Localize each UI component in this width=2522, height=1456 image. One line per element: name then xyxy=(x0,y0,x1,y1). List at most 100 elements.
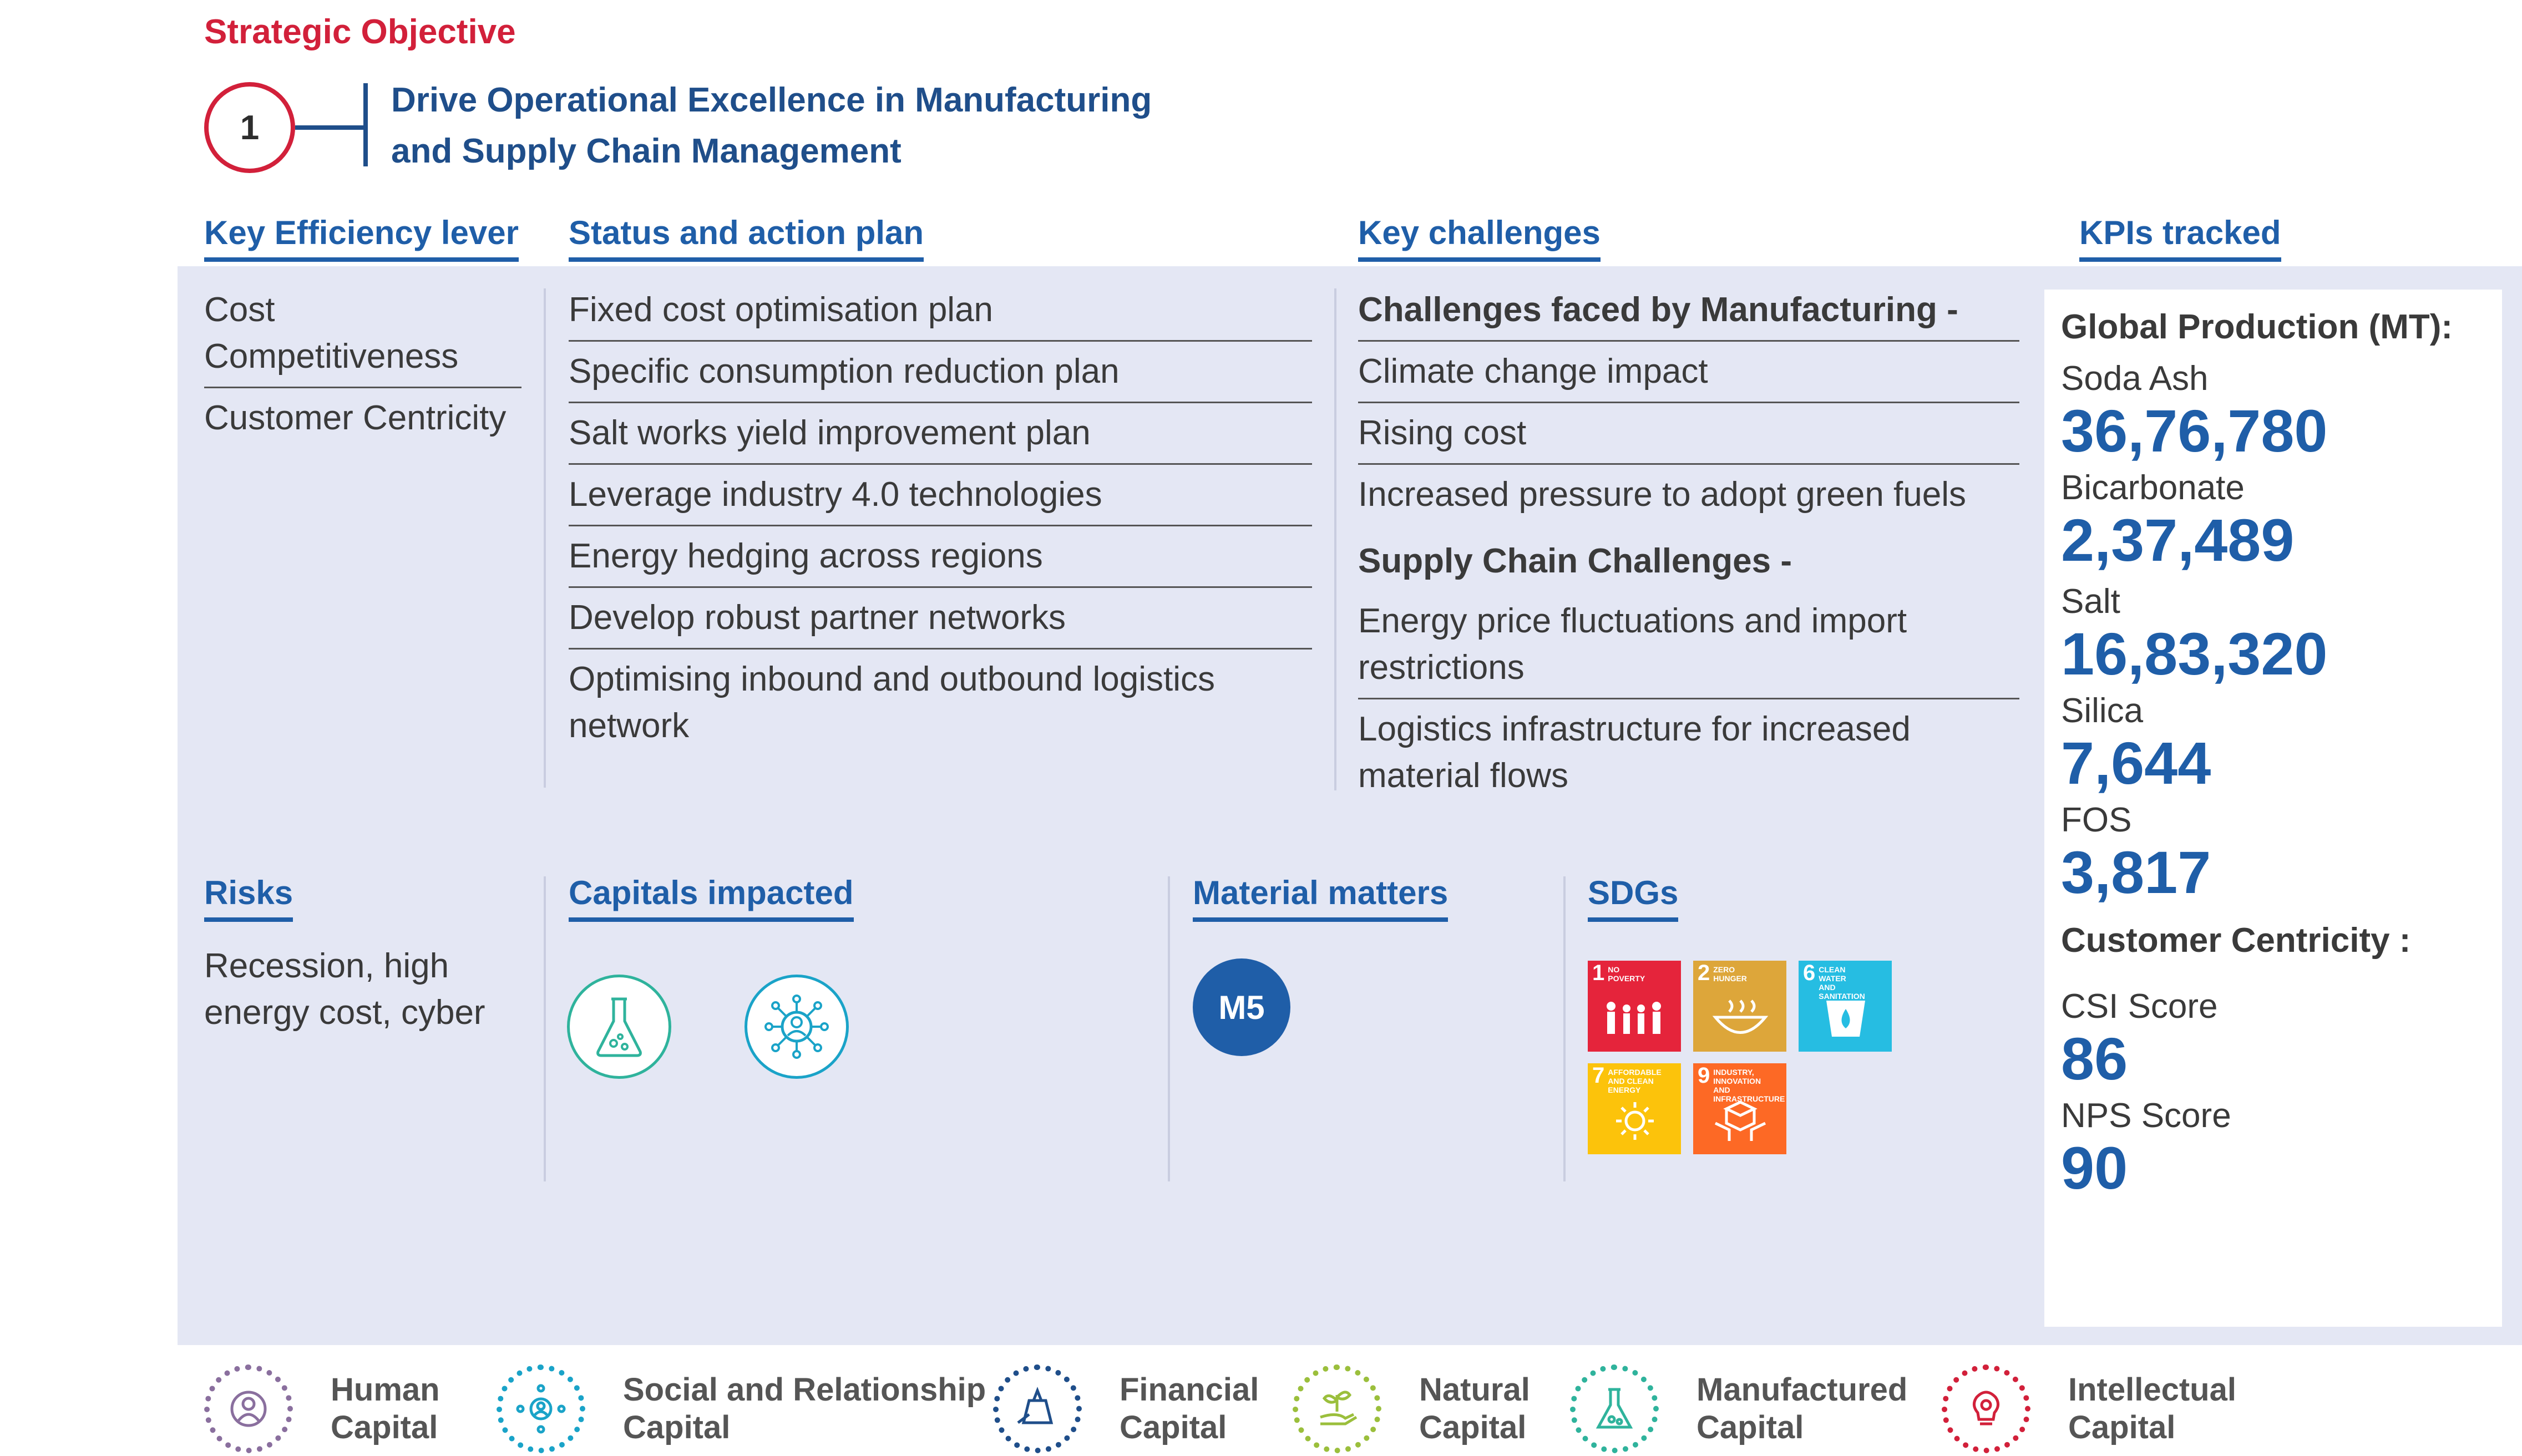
legend-label: Intellectual Capital xyxy=(2068,1371,2236,1447)
legend-line1: Financial xyxy=(1120,1372,1259,1408)
kpis-tracked-heading: KPIs tracked xyxy=(2079,214,2281,262)
manufacturing-challenges-heading: Challenges faced by Manufacturing - xyxy=(1358,291,1958,329)
kpi-value: 36,76,780 xyxy=(2061,397,2328,464)
material-matters-heading: Material matters xyxy=(1193,874,1449,922)
legend-label: Human Capital xyxy=(331,1371,440,1447)
column-divider xyxy=(1563,876,1566,1181)
kpi-label: Soda Ash xyxy=(2061,359,2209,398)
legend-label: Manufactured Capital xyxy=(1696,1371,1907,1447)
connector-line xyxy=(295,125,367,130)
kpi-label: FOS xyxy=(2061,801,2132,839)
manufactured-capital-icon xyxy=(1570,1364,1659,1453)
legend-line1: Manufactured xyxy=(1696,1372,1908,1408)
kpi-value: 90 xyxy=(2061,1134,2128,1201)
sdgs-heading: SDGs xyxy=(1588,874,1679,922)
supply-chain-challenges-list: Energy price fluctuations and import res… xyxy=(1358,591,2019,806)
sdg-label: INDUSTRY, INNOVATION AND INFRASTRUCTURE xyxy=(1713,1068,1785,1103)
sdg-2-tile: 2 ZERO HUNGER xyxy=(1693,961,1786,1052)
sdg-1-tile: 1 NO POVERTY xyxy=(1588,961,1681,1052)
kpi-label: Bicarbonate xyxy=(2061,469,2245,507)
connector-bar xyxy=(363,83,368,166)
objective-title: Drive Operational Excellence in Manufact… xyxy=(391,75,1279,177)
sdg-9-tile: 9 INDUSTRY, INNOVATION AND INFRASTRUCTURE xyxy=(1693,1063,1786,1154)
customer-centricity-title: Customer Centricity : xyxy=(2061,921,2411,960)
sdg-number: 6 xyxy=(1803,961,1816,985)
kpi-value: 7,644 xyxy=(2061,729,2211,797)
legend-line2: Capital xyxy=(331,1409,438,1445)
column-divider xyxy=(1334,288,1336,790)
challenge-item: Increased pressure to adopt green fuels xyxy=(1358,475,1967,514)
legend-line2: Capital xyxy=(1419,1409,1527,1445)
key-efficiency-lever-heading: Key Efficiency lever xyxy=(204,214,519,262)
capitals-impacted-heading: Capitals impacted xyxy=(569,874,854,922)
key-challenges-heading: Key challenges xyxy=(1358,214,1601,262)
legend-line1: Social and Relationship xyxy=(623,1372,986,1408)
challenges-block: Challenges faced by Manufacturing - Clim… xyxy=(1358,280,2019,806)
legend-label: Financial Capital xyxy=(1120,1371,1259,1447)
intellectual-capital-icon xyxy=(1942,1364,2030,1453)
kpi-value: 3,817 xyxy=(2061,839,2211,906)
social-capital-icon xyxy=(745,975,849,1079)
sdg-label: AFFORDABLE AND CLEAN ENERGY xyxy=(1608,1068,1662,1094)
natural-capital-icon xyxy=(1293,1364,1381,1453)
challenge-item: Energy price fluctuations and import res… xyxy=(1358,591,2019,699)
legend-manufactured-capital: Manufactured Capital xyxy=(1570,1364,1907,1453)
social-capital-icon xyxy=(497,1364,585,1453)
column-divider xyxy=(544,876,546,1181)
challenge-item: Rising cost xyxy=(1358,403,2019,465)
kpi-label: Salt xyxy=(2061,582,2120,621)
objective-number-badge: 1 xyxy=(204,82,295,173)
kpi-value: 86 xyxy=(2061,1025,2128,1092)
material-matter-badge: M5 xyxy=(1193,958,1290,1056)
legend-line1: Natural xyxy=(1419,1372,1530,1408)
risks-heading: Risks xyxy=(204,874,293,922)
legend-line2: Capital xyxy=(623,1409,731,1445)
action-item: Develop robust partner networks xyxy=(569,588,1312,650)
manufacturing-challenges-list: Climate change impact Rising cost Increa… xyxy=(1358,340,2019,525)
legend-line2: Capital xyxy=(1120,1409,1227,1445)
legend-intellectual-capital: Intellectual Capital xyxy=(1942,1364,2236,1453)
action-item: Salt works yield improvement plan xyxy=(569,403,1312,465)
legend-line2: Capital xyxy=(2068,1409,2176,1445)
objective-title-line1: Drive Operational Excellence in Manufact… xyxy=(391,81,1152,119)
manufactured-capital-icon xyxy=(567,975,671,1079)
legend-line1: Intellectual xyxy=(2068,1372,2236,1408)
sdg-number: 2 xyxy=(1698,961,1710,985)
global-production-title: Global Production (MT): xyxy=(2061,308,2453,346)
legend-label: Social and Relationship Capital xyxy=(623,1371,986,1447)
action-item: Leverage industry 4.0 technologies xyxy=(569,465,1312,526)
legend-label: Natural Capital xyxy=(1419,1371,1530,1447)
lever-item: Cost Competitiveness xyxy=(204,280,521,388)
human-capital-icon xyxy=(204,1364,293,1453)
kpi-value: 16,83,320 xyxy=(2061,620,2328,687)
sdg-label: NO POVERTY xyxy=(1608,965,1645,983)
legend-social-capital: Social and Relationship Capital xyxy=(497,1364,986,1453)
kpi-value: 2,37,489 xyxy=(2061,506,2295,574)
sdg-number: 7 xyxy=(1592,1063,1605,1088)
kpi-label: CSI Score xyxy=(2061,987,2218,1026)
strategic-objective-label: Strategic Objective xyxy=(204,13,516,51)
lever-item: Customer Centricity xyxy=(204,399,507,437)
kpi-card: Global Production (MT): Soda Ash 36,76,7… xyxy=(2044,290,2502,1327)
kpi-label: Silica xyxy=(2061,692,2144,730)
legend-line2: Capital xyxy=(1696,1409,1804,1445)
sdg-number: 9 xyxy=(1698,1063,1710,1088)
legend-natural-capital: Natural Capital xyxy=(1293,1364,1530,1453)
sdg-label: CLEAN WATER AND SANITATION xyxy=(1819,965,1865,1001)
column-divider xyxy=(1168,876,1170,1181)
legend-financial-capital: Financial Capital xyxy=(993,1364,1259,1453)
legend-human-capital: Human Capital xyxy=(204,1364,440,1453)
sdg-label: ZERO HUNGER xyxy=(1713,965,1747,983)
sdg-6-tile: 6 CLEAN WATER AND SANITATION xyxy=(1799,961,1892,1052)
challenge-item: Climate change impact xyxy=(1358,340,2019,403)
efficiency-lever-list: Cost Competitiveness Customer Centricity xyxy=(204,280,521,448)
supply-chain-challenges-heading: Supply Chain Challenges - xyxy=(1358,542,1792,580)
objective-title-line2: and Supply Chain Management xyxy=(391,132,902,170)
action-item: Fixed cost optimisation plan xyxy=(569,280,1312,342)
financial-capital-icon xyxy=(993,1364,1082,1453)
action-item: Energy hedging across regions xyxy=(569,526,1312,588)
action-plan-list: Fixed cost optimisation plan Specific co… xyxy=(569,280,1312,756)
legend-line1: Human xyxy=(331,1372,440,1408)
risks-text: Recession, high energy cost, cyber xyxy=(204,947,485,1032)
kpi-label: NPS Score xyxy=(2061,1097,2231,1135)
